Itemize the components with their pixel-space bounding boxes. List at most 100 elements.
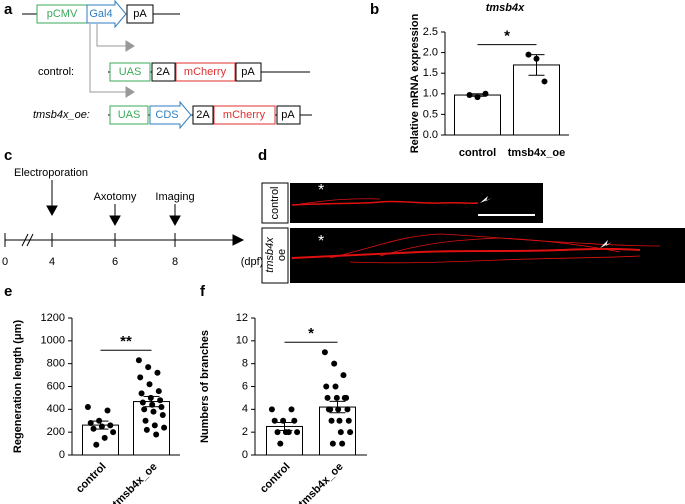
data-point [324,394,331,401]
row-label-box [261,227,289,284]
y-tick-label: 2.5 [423,26,438,38]
y-tick-label: 10 [236,335,248,347]
data-point [335,406,342,413]
element-label: 2A [196,109,210,121]
row-label: tmsb4x [264,237,276,273]
element-label: Gal4 [89,8,112,20]
data-point [482,90,489,97]
y-tick-label: 1000 [41,335,65,347]
data-point [84,404,91,411]
data-point [145,364,152,371]
data-point [135,357,142,364]
data-point [277,440,284,447]
data-point [142,417,149,424]
data-point [280,417,287,424]
y-tick-label: 12 [236,312,248,324]
y-axis-label: Relative mRNA expression [409,13,421,153]
data-point [285,429,292,436]
panel-label: c [4,147,12,164]
event-label: Electroporation [14,167,88,179]
element-label: pCMV [47,8,78,20]
data-point [159,412,166,419]
data-point [90,425,97,432]
x-tick-label: tmsb4x_oe [508,147,565,159]
y-tick-label: 6 [242,380,248,392]
data-point [93,441,100,448]
data-point [466,92,473,99]
y-tick-label: 0.0 [423,129,438,141]
data-point [339,440,346,447]
y-tick-label: 0.5 [423,108,438,120]
data-point [138,390,145,397]
data-point [153,431,160,438]
panel-label: f [200,283,206,300]
chart-title: tmsb4x [486,2,525,14]
element-label: mCherry [184,66,227,78]
data-point [96,417,103,424]
bar [513,64,560,136]
data-point [337,429,344,436]
data-point [323,383,330,390]
x-tick-label: control [74,461,109,496]
y-tick-label: 200 [47,426,65,438]
data-point [525,51,532,58]
data-point [137,374,144,381]
x-tick-label: control [258,461,293,496]
data-point [291,417,298,424]
data-point [328,417,335,424]
panel-label: d [258,147,267,164]
data-point [157,397,164,404]
bar [454,94,501,136]
data-point [345,417,352,424]
element-label: UAS [119,66,142,78]
row-label: control [269,186,281,219]
element-label: CDS [155,109,178,121]
data-point [274,429,281,436]
data-point [332,383,339,390]
y-tick-label: 1.5 [423,67,438,79]
data-point [331,360,338,367]
panel-label: b [370,1,379,18]
y-tick-label: 0 [242,449,248,461]
element-label: pA [281,109,295,121]
significance-label: * [504,28,510,45]
data-point [294,429,301,436]
y-tick-label: 4 [242,403,248,415]
data-point [150,408,157,415]
row-label-box [261,182,289,224]
data-point [336,417,343,424]
construct-name: control: [38,66,74,78]
data-point [154,369,161,376]
data-point [104,407,111,414]
data-point [87,420,94,427]
data-point [268,406,275,413]
row-label: oe [276,249,288,261]
data-point [98,423,105,430]
panel-label: e [4,283,12,300]
data-point [158,404,165,411]
data-point [541,78,548,85]
element-label: pA [241,66,255,78]
x-tick-label: tmsb4x_oe [111,461,160,504]
timeline-unit: (dpf) [241,256,264,268]
event-label: Imaging [155,191,194,203]
y-tick-label: 400 [47,403,65,415]
x-tick-label: tmsb4x_oe [297,461,346,504]
timeline-tick: 0 [2,256,8,268]
element-label: pA [133,8,147,20]
data-point [340,372,347,379]
data-point [155,388,162,395]
y-tick-label: 1200 [41,312,65,324]
data-point [533,55,540,62]
timeline-tick: 6 [112,256,118,268]
y-axis-label: Regeneration length (μm) [12,320,24,454]
data-point [288,406,295,413]
y-tick-label: 1.0 [423,88,438,100]
construct-name: tmsb4x_oe: [33,109,90,121]
microscopy-image [290,183,685,283]
data-point [343,394,350,401]
element-label: 2A [156,66,170,78]
soma-marker: * [318,233,324,250]
panel-label: a [4,1,13,18]
y-tick-label: 0 [59,449,65,461]
